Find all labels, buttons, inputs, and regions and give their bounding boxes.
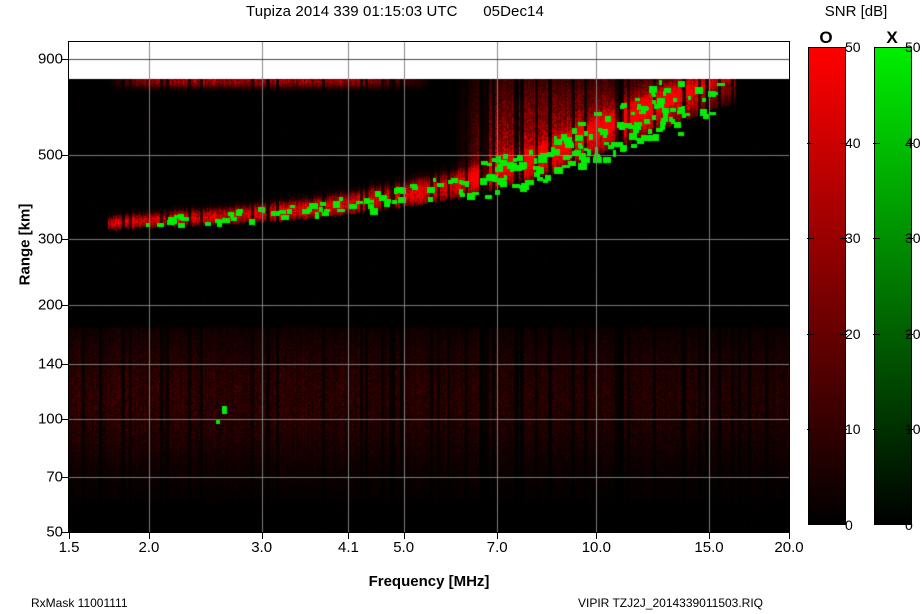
ionogram-plot[interactable] — [68, 41, 790, 533]
x-tick-mark — [348, 533, 349, 539]
colorbar-tick-mark — [840, 238, 847, 239]
x-tick-label: 20.0 — [774, 539, 804, 556]
y-tick-label: 300 — [37, 230, 63, 248]
colorbar-tick-label: 30 — [845, 230, 861, 247]
y-tick-mark — [62, 364, 68, 365]
x-axis-label: Frequency [MHz] — [368, 573, 490, 590]
colorbar-tick-mark — [906, 334, 913, 335]
y-tick-mark — [62, 477, 68, 478]
y-tick-label: 200 — [37, 296, 63, 314]
x-tick-mark — [262, 533, 263, 539]
y-tick-label: 100 — [37, 410, 63, 428]
x-tick-label: 2.0 — [138, 539, 160, 556]
colorbar-tick-mark — [840, 429, 847, 430]
y-tick-label: 500 — [37, 146, 63, 164]
x-tick-label: 7.0 — [486, 539, 508, 556]
y-tick-mark — [62, 305, 68, 306]
colorbar-tick-label: 40 — [845, 134, 861, 151]
x-tick-label: 5.0 — [393, 539, 415, 556]
colorbar-tick-label: 0 — [905, 517, 913, 533]
colorbar-tick-label: 20 — [905, 325, 921, 342]
colorbar-tick-mark — [807, 143, 814, 144]
colorbar-tick-mark — [873, 429, 880, 430]
colorbar-tick-label: 50 — [905, 39, 921, 55]
y-axis: Range [km] 900 500 300 200 140 100 70 50 — [0, 0, 64, 614]
x-tick-mark — [709, 533, 710, 539]
colorbar-tick-mark — [873, 143, 880, 144]
x-tick-mark — [789, 533, 790, 539]
colorbar-tick-mark — [906, 238, 913, 239]
colorbar-tick-label: 0 — [845, 517, 853, 533]
colorbar-x-title: X — [886, 28, 898, 47]
source-file-label: VIPIR TZJ2J_2014339011503.RIQ — [578, 596, 764, 610]
colorbar-title: SNR [dB] — [824, 3, 888, 20]
colorbar-tick-mark — [873, 334, 880, 335]
x-tick-label: 10.0 — [581, 539, 611, 556]
x-tick-label: 3.0 — [251, 539, 273, 556]
ionogram-image — [69, 42, 789, 532]
colorbar-tick-mark — [906, 429, 913, 430]
colorbar-o-gradient — [808, 47, 846, 525]
y-tick-label: 900 — [37, 50, 63, 68]
colorbar-tick-mark — [840, 143, 847, 144]
y-tick-mark — [62, 59, 68, 60]
colorbar-o-title: O — [819, 28, 833, 47]
colorbar-tick-mark — [906, 143, 913, 144]
x-tick-mark — [149, 533, 150, 539]
x-tick-mark — [404, 533, 405, 539]
colorbar-tick-mark — [873, 238, 880, 239]
rxmask-label: RxMask 11001111 — [31, 596, 128, 610]
colorbar-tick-label: 50 — [845, 39, 861, 55]
colorbar-tick-label: 40 — [905, 134, 921, 151]
y-tick-label: 50 — [46, 523, 63, 541]
x-tick-mark — [497, 533, 498, 539]
y-tick-label: 70 — [46, 468, 63, 486]
y-tick-label: 140 — [37, 355, 63, 373]
colorbar-tick-label: 20 — [845, 325, 861, 342]
x-tick-label: 4.1 — [338, 539, 359, 556]
colorbar-tick-mark — [840, 334, 847, 335]
colorbar-tick-mark — [807, 334, 814, 335]
colorbar-tick-label: 10 — [845, 421, 861, 438]
x-tick-label: 15.0 — [694, 539, 724, 556]
colorbar-tick-mark — [807, 238, 814, 239]
y-tick-mark — [62, 419, 68, 420]
y-tick-mark — [62, 155, 68, 156]
y-tick-mark — [62, 532, 68, 533]
y-tick-mark — [62, 239, 68, 240]
x-tick-mark — [69, 533, 70, 539]
colorbar-x-gradient — [874, 47, 912, 525]
colorbar-tick-mark — [807, 429, 814, 430]
x-tick-mark — [596, 533, 597, 539]
page-title: Tupiza 2014 339 01:15:03 UTC 05Dec14 — [246, 2, 544, 20]
x-tick-label: 1.5 — [58, 539, 80, 556]
